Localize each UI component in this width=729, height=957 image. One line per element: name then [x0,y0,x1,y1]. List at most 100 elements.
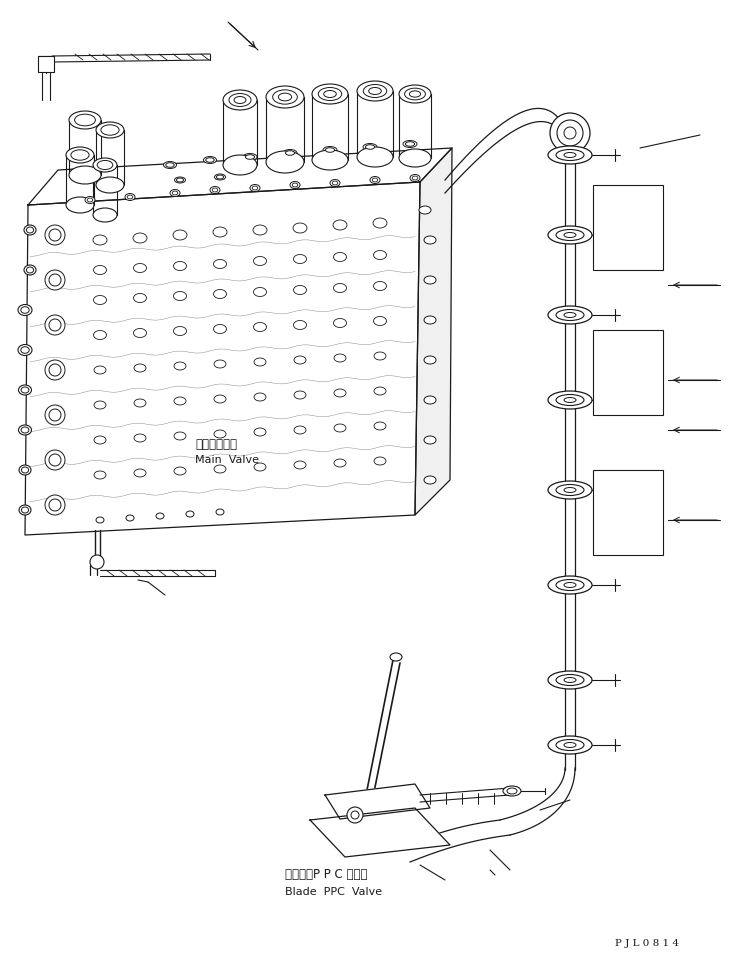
Text: Blade  PPC  Valve: Blade PPC Valve [285,887,382,897]
Ellipse shape [93,330,106,340]
Circle shape [45,495,65,515]
Ellipse shape [254,256,267,265]
Ellipse shape [334,424,346,432]
Ellipse shape [18,304,32,316]
Ellipse shape [548,736,592,754]
Ellipse shape [374,457,386,465]
Ellipse shape [96,122,124,138]
Ellipse shape [186,511,194,517]
Ellipse shape [410,174,420,182]
Ellipse shape [507,788,517,794]
Ellipse shape [174,467,186,475]
Circle shape [45,450,65,470]
Circle shape [49,229,61,241]
Ellipse shape [24,265,36,275]
Ellipse shape [26,227,34,233]
Ellipse shape [548,481,592,499]
Ellipse shape [424,356,436,364]
Ellipse shape [172,191,178,195]
Ellipse shape [93,265,106,275]
Ellipse shape [357,81,393,101]
Ellipse shape [174,261,187,271]
Ellipse shape [69,166,101,184]
Ellipse shape [312,84,348,104]
Ellipse shape [363,144,377,150]
Ellipse shape [96,177,124,193]
Bar [593,470,663,555]
Ellipse shape [330,180,340,187]
Text: P J L 0 8 1 4: P J L 0 8 1 4 [615,940,679,948]
Ellipse shape [373,281,386,291]
Ellipse shape [176,178,184,182]
Bar [593,185,663,270]
Ellipse shape [399,149,431,167]
Ellipse shape [373,218,387,228]
Ellipse shape [357,147,393,167]
Ellipse shape [374,352,386,360]
Ellipse shape [71,150,89,160]
Ellipse shape [163,162,176,168]
Circle shape [90,555,104,569]
Ellipse shape [254,287,267,297]
Ellipse shape [133,263,147,273]
Ellipse shape [278,93,292,100]
Ellipse shape [19,465,31,475]
Circle shape [49,499,61,511]
Ellipse shape [294,255,306,263]
Ellipse shape [424,476,436,484]
Ellipse shape [373,317,386,325]
Ellipse shape [174,362,186,370]
Ellipse shape [134,469,146,477]
Ellipse shape [134,399,146,407]
Ellipse shape [223,90,257,110]
Ellipse shape [128,195,133,199]
Ellipse shape [564,678,576,682]
Ellipse shape [548,671,592,689]
Ellipse shape [548,576,592,594]
Ellipse shape [403,141,417,147]
Bar [38,56,54,72]
Circle shape [557,120,583,146]
Ellipse shape [373,251,386,259]
Ellipse shape [170,189,180,196]
Ellipse shape [26,267,34,273]
Ellipse shape [69,111,101,129]
Ellipse shape [21,346,29,353]
Ellipse shape [252,186,258,189]
Circle shape [45,360,65,380]
Ellipse shape [266,86,304,108]
Ellipse shape [213,227,227,237]
Circle shape [49,319,61,331]
Ellipse shape [556,675,584,685]
Circle shape [564,127,576,139]
Ellipse shape [216,509,224,515]
Ellipse shape [214,324,227,333]
Ellipse shape [294,285,306,295]
Ellipse shape [556,484,584,496]
Ellipse shape [254,393,266,401]
Ellipse shape [133,233,147,243]
Polygon shape [25,182,420,535]
Text: メインバルブ: メインバルブ [195,438,237,452]
Ellipse shape [173,230,187,240]
Ellipse shape [334,389,346,397]
Ellipse shape [250,185,260,191]
Ellipse shape [334,354,346,362]
Ellipse shape [556,394,584,406]
Bar [593,330,663,415]
Ellipse shape [332,181,338,185]
Ellipse shape [24,225,36,235]
Circle shape [351,811,359,819]
Ellipse shape [66,147,94,163]
Ellipse shape [223,155,257,175]
Ellipse shape [21,467,28,473]
Ellipse shape [214,174,225,180]
Ellipse shape [294,356,306,364]
Ellipse shape [174,292,187,300]
Ellipse shape [93,158,117,172]
Ellipse shape [413,176,418,180]
Ellipse shape [174,326,187,336]
Ellipse shape [19,505,31,515]
Ellipse shape [212,189,218,192]
Ellipse shape [21,427,29,433]
